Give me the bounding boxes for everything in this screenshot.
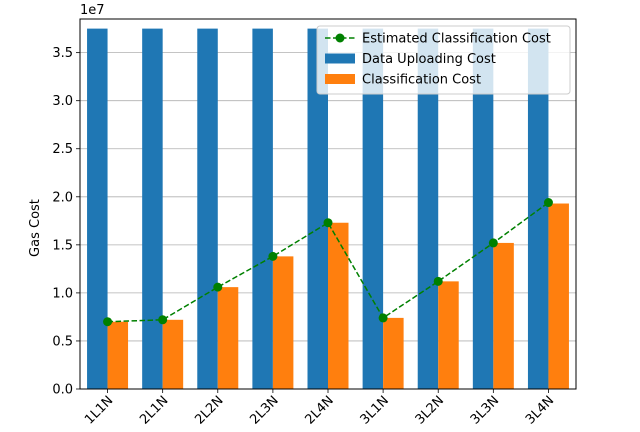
upload-cost-bar bbox=[527, 28, 549, 390]
upload-cost-bar bbox=[307, 28, 328, 390]
estimated-cost-point bbox=[488, 238, 498, 248]
y-tick-label: 3.5 bbox=[52, 46, 73, 61]
estimated-cost-point bbox=[268, 251, 278, 261]
y-axis-multiplier: 1e7 bbox=[80, 3, 105, 18]
x-tick-label: 3L4N bbox=[523, 393, 557, 427]
x-tick-label: 2L3N bbox=[247, 393, 281, 427]
y-tick-label: 1.5 bbox=[52, 238, 73, 253]
upload-cost-bar bbox=[472, 28, 494, 390]
legend-box bbox=[316, 25, 571, 95]
y-tick-label: 0.0 bbox=[52, 383, 73, 398]
x-tick-label: 3L1N bbox=[358, 393, 392, 427]
classification-cost-bar bbox=[162, 319, 184, 389]
x-tick-label: 2L2N bbox=[192, 393, 226, 427]
y-tick-label: 0.5 bbox=[52, 334, 73, 349]
bars bbox=[87, 28, 569, 390]
upload-cost-bar bbox=[142, 28, 163, 390]
y-tick-label: 2.5 bbox=[52, 142, 73, 157]
x-tick-label: 3L3N bbox=[468, 393, 502, 427]
x-tick-label: 2L4N bbox=[303, 393, 337, 427]
y-axis-label: Gas Cost bbox=[28, 199, 43, 257]
estimated-cost-line bbox=[107, 201, 549, 323]
legend: Estimated Classification Cost Data Upload… bbox=[316, 25, 571, 95]
legend-bar-swatch bbox=[325, 74, 355, 84]
classification-cost-bar bbox=[328, 222, 349, 389]
x-tick-label: 2L1N bbox=[137, 393, 171, 427]
estimated-cost-point bbox=[543, 198, 553, 208]
upload-cost-bar bbox=[417, 28, 439, 390]
y-tick-label: 1.0 bbox=[52, 286, 73, 301]
upload-cost-bar bbox=[197, 28, 218, 390]
legend-bar-swatch bbox=[325, 53, 355, 64]
legend-label: Estimated Classification Cost bbox=[362, 32, 551, 47]
x-tick-label: 3L2N bbox=[413, 393, 447, 427]
classification-cost-bar bbox=[272, 256, 294, 389]
classification-cost-bar bbox=[383, 317, 404, 389]
classification-cost-bar bbox=[493, 242, 514, 389]
y-tick-label: 3.0 bbox=[52, 94, 73, 109]
x-tick-label: 1L1N bbox=[82, 393, 116, 427]
estimated-cost-point bbox=[433, 276, 443, 286]
upload-cost-bar bbox=[362, 28, 384, 390]
classification-cost-bar bbox=[217, 287, 239, 389]
estimated-cost-point bbox=[378, 313, 388, 323]
estimated-cost-point bbox=[158, 315, 168, 325]
y-tick-label: 2.0 bbox=[52, 190, 73, 205]
estimated-cost-point bbox=[323, 218, 333, 228]
legend-label: Classification Cost bbox=[362, 73, 481, 88]
upload-cost-bar bbox=[252, 28, 273, 390]
y-axis-ticks: 0.0 0.5 1.0 1.5 2.0 2.5 3.0 3.5 bbox=[52, 46, 80, 398]
classification-cost-bar bbox=[107, 321, 129, 389]
estimated-cost-point bbox=[213, 282, 223, 292]
legend-marker-swatch bbox=[335, 33, 345, 43]
x-axis-ticks: 1L1N 2L1N 2L2N 2L3N 2L4N 3L1N 3L2N 3L3N 3L4N bbox=[82, 389, 557, 428]
estimated-line bbox=[103, 198, 553, 327]
classification-cost-bar bbox=[548, 203, 569, 389]
estimated-cost-point bbox=[103, 317, 113, 327]
upload-cost-bar bbox=[87, 28, 108, 390]
classification-cost-bar bbox=[438, 281, 459, 389]
legend-label: Data Uploading Cost bbox=[362, 52, 496, 67]
